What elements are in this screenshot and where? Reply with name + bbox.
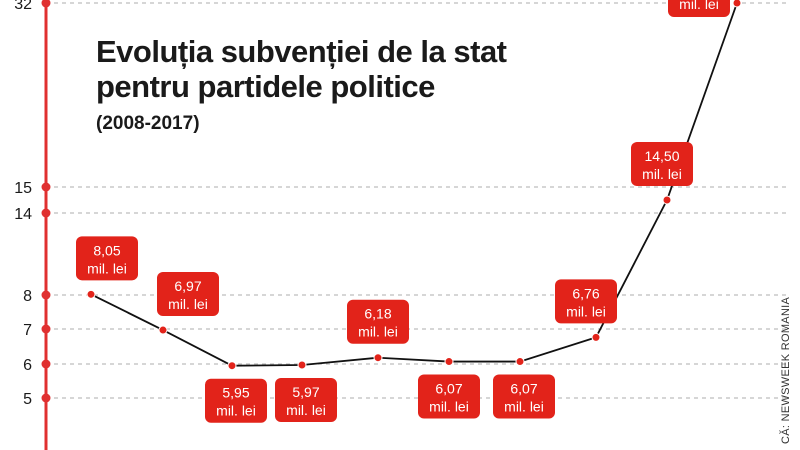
- data-label-2016: 14,50 mil. lei: [631, 142, 693, 186]
- data-label-box: [205, 378, 267, 423]
- data-label-value: 14,50: [644, 148, 679, 164]
- data-label-box: [418, 374, 480, 419]
- data-label-2017: mil. lei: [668, 0, 730, 17]
- y-tick-label-32: 32: [14, 0, 32, 13]
- data-label-box: [76, 236, 138, 281]
- data-label-box: [157, 272, 219, 317]
- data-label-unit: mil. lei: [504, 399, 544, 415]
- data-label-2008: 8,05 mil. lei: [76, 236, 138, 281]
- source-credit: CĂ: NEWSWEEK ROMANIA: [780, 296, 792, 444]
- data-label-value: 6,18: [364, 306, 391, 322]
- data-label-box: [275, 378, 337, 423]
- data-label-value: 6,97: [174, 278, 201, 294]
- data-points: [86, 0, 742, 371]
- data-label-unit: mil. lei: [216, 403, 256, 419]
- data-point-2017: [732, 0, 742, 8]
- y-tick-dot-5: [41, 393, 51, 403]
- data-label-unit: mil. lei: [87, 260, 127, 276]
- data-label-box: [631, 142, 693, 186]
- data-label-unit: mil. lei: [168, 296, 208, 312]
- y-tick-dot-8: [41, 290, 51, 300]
- data-point-2008: [86, 289, 96, 299]
- y-tick-dot-32: [41, 0, 51, 8]
- data-label-value: 5,95: [222, 385, 249, 401]
- y-tick-dot-14: [41, 208, 51, 218]
- data-label-box: [555, 279, 617, 324]
- data-label-2015: 6,76 mil. lei: [555, 279, 617, 324]
- data-label-unit: mil. lei: [679, 0, 719, 12]
- data-label-2009: 6,97 mil. lei: [157, 272, 219, 317]
- data-point-2016: [662, 195, 672, 205]
- data-point-2009: [158, 325, 168, 335]
- data-label-unit: mil. lei: [358, 324, 398, 340]
- y-tick-label-5: 5: [23, 391, 32, 408]
- data-point-2010: [227, 361, 237, 371]
- data-label-2010: 5,95 mil. lei: [205, 378, 267, 423]
- data-point-2015: [591, 332, 601, 342]
- y-axis-ticks: 5 6 7 8 14 15 32: [14, 0, 51, 408]
- data-label-value: 5,97: [292, 384, 319, 400]
- chart-title-block: Evoluția subvenției de la stat pentru pa…: [96, 34, 507, 135]
- y-tick-label-7: 7: [23, 322, 32, 339]
- data-point-2011: [297, 360, 307, 370]
- data-label-2012: 6,18 mil. lei: [347, 299, 409, 344]
- data-label-unit: mil. lei: [566, 303, 606, 319]
- chart-subtitle: (2008-2017): [96, 113, 200, 134]
- series-line: [90, 2, 738, 367]
- y-tick-label-15: 15: [14, 180, 32, 197]
- data-label-value: 6,07: [435, 381, 462, 397]
- data-label-unit: mil. lei: [286, 402, 326, 418]
- data-label-unit: mil. lei: [642, 166, 682, 182]
- data-label-value: 8,05: [93, 242, 120, 258]
- data-label-box: [347, 299, 409, 344]
- data-label-box: [493, 374, 555, 419]
- y-tick-dot-15: [41, 182, 51, 192]
- chart-title-line-2: pentru partidele politice: [96, 69, 435, 104]
- chart-title-line-1: Evoluția subvenției de la stat: [96, 34, 507, 69]
- y-tick-label-14: 14: [14, 206, 32, 223]
- data-label-box: [668, 0, 730, 17]
- y-tick-dot-7: [41, 324, 51, 334]
- data-point-2012: [373, 353, 383, 363]
- data-label-value: 6,07: [510, 381, 537, 397]
- y-tick-label-8: 8: [23, 288, 32, 305]
- data-point-2013: [444, 357, 454, 367]
- data-label-2014: 6,07 mil. lei: [493, 374, 555, 419]
- y-tick-dot-6: [41, 359, 51, 369]
- data-label-2013: 6,07 mil. lei: [418, 374, 480, 419]
- data-label-unit: mil. lei: [429, 399, 469, 415]
- y-tick-label-6: 6: [23, 357, 32, 374]
- data-point-2014: [515, 357, 525, 367]
- data-label-value: 6,76: [572, 285, 599, 301]
- data-label-2011: 5,97 mil. lei: [275, 378, 337, 423]
